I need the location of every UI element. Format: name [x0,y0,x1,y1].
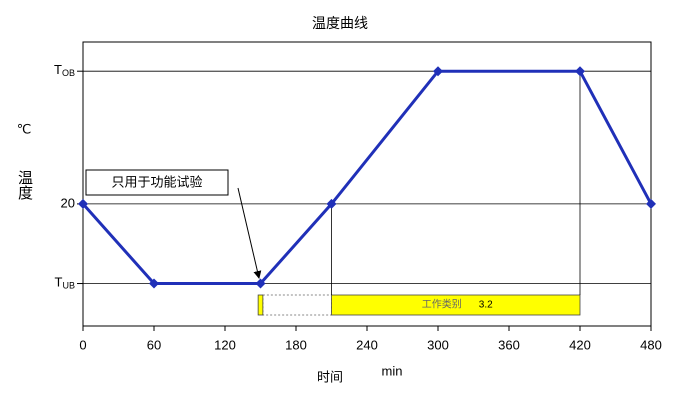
x-tick-label: 420 [569,337,591,352]
y-tick-label: 20 [61,195,75,210]
band-value: 3.2 [479,300,493,311]
band-label: 工作类别 [422,298,462,311]
point [433,66,443,77]
band-connector [262,294,332,316]
y-tick-label: TOB [54,63,75,79]
band [331,294,581,316]
point [78,198,88,209]
point [575,66,585,77]
x-tick-label: 480 [640,337,662,352]
x-unit: min [382,363,403,378]
annotation-arrow [237,187,262,279]
x-tick-label: 120 [214,337,236,352]
y-tick-label: TUB [55,275,75,291]
band [257,294,264,316]
annotation: 只用于功能试验 [111,175,202,191]
chart-title: 温度曲线 [312,16,368,32]
point [149,278,159,289]
x-label: 时间 [317,371,343,386]
point [646,198,656,209]
x-tick-label: 0 [79,337,86,352]
point [255,278,266,289]
point [326,198,337,209]
annotation-box [85,169,229,196]
y-label: 温度 [16,170,34,200]
x-tick-label: 60 [147,337,161,352]
x-tick-label: 180 [285,337,307,352]
x-tick-label: 300 [427,337,449,352]
x-tick-label: 360 [498,337,520,352]
y-unit: ℃ [17,123,33,138]
x-tick-label: 240 [356,337,378,352]
